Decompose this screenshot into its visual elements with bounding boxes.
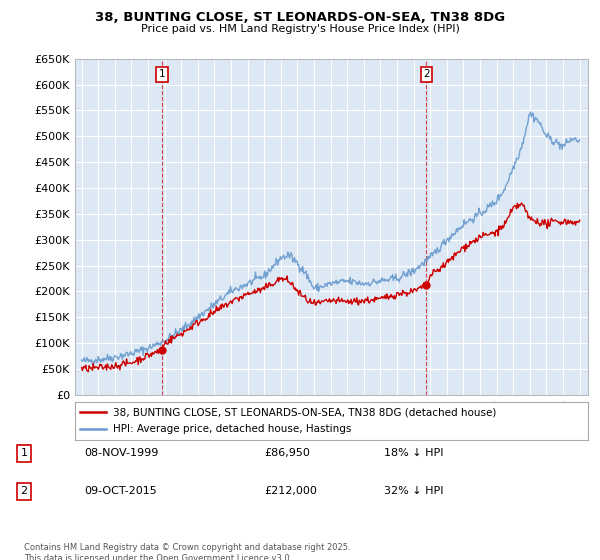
Text: 09-OCT-2015: 09-OCT-2015 [84,486,157,496]
Text: Contains HM Land Registry data © Crown copyright and database right 2025.
This d: Contains HM Land Registry data © Crown c… [24,543,350,560]
Text: 32% ↓ HPI: 32% ↓ HPI [384,486,443,496]
Text: £212,000: £212,000 [264,486,317,496]
Text: 18% ↓ HPI: 18% ↓ HPI [384,449,443,459]
Text: £86,950: £86,950 [264,449,310,459]
Text: Price paid vs. HM Land Registry's House Price Index (HPI): Price paid vs. HM Land Registry's House … [140,24,460,34]
Text: 08-NOV-1999: 08-NOV-1999 [84,449,158,459]
Text: 1: 1 [20,449,28,459]
Text: 1: 1 [159,69,166,80]
Text: 2: 2 [423,69,430,80]
Text: 38, BUNTING CLOSE, ST LEONARDS-ON-SEA, TN38 8DG: 38, BUNTING CLOSE, ST LEONARDS-ON-SEA, T… [95,11,505,24]
Text: HPI: Average price, detached house, Hastings: HPI: Average price, detached house, Hast… [113,424,352,434]
Text: 38, BUNTING CLOSE, ST LEONARDS-ON-SEA, TN38 8DG (detached house): 38, BUNTING CLOSE, ST LEONARDS-ON-SEA, T… [113,407,497,417]
Text: 2: 2 [20,486,28,496]
